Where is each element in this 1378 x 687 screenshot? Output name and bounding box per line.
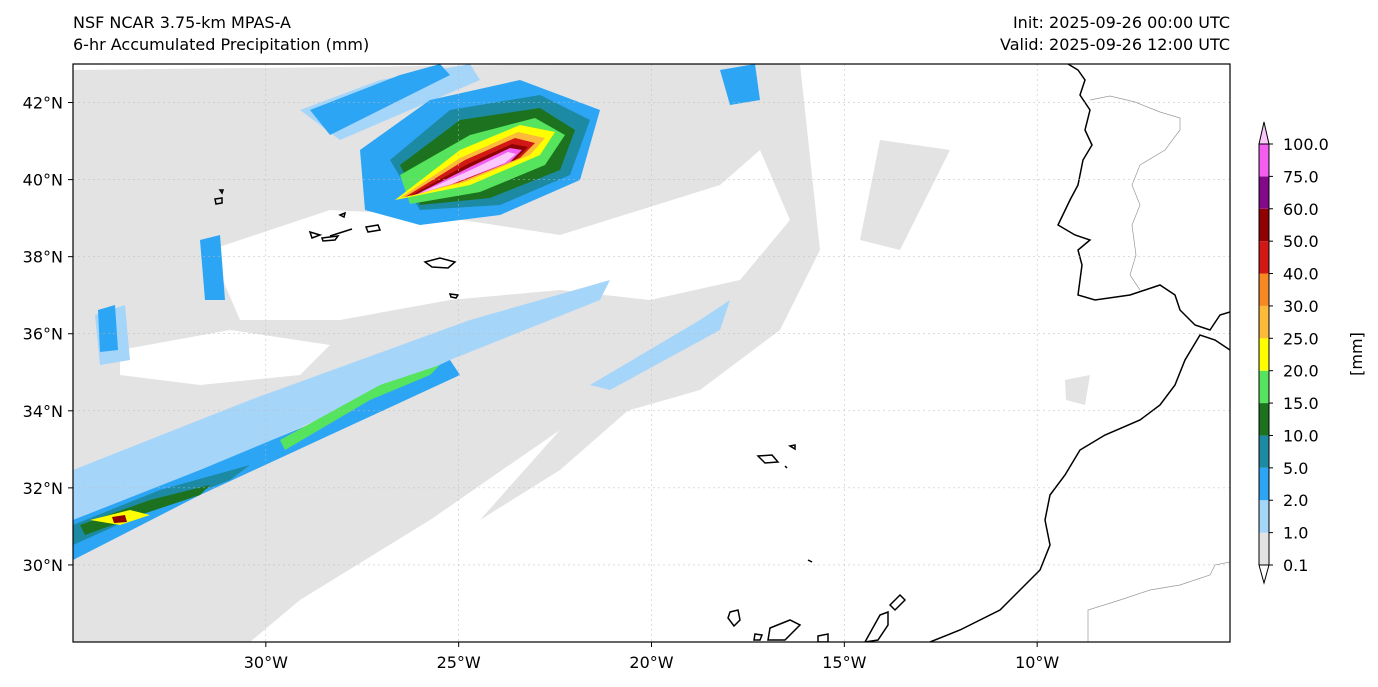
- colorbar-tick-label: 20.0: [1283, 362, 1319, 381]
- lon-ticks: 30°W 25°W 20°W 15°W 10°W: [244, 642, 1059, 672]
- colorbar-over-extension: [1258, 121, 1270, 145]
- colorbar-segment: [1259, 241, 1269, 274]
- init-time: Init: 2025-09-26 00:00 UTC: [1012, 13, 1230, 32]
- lat-tick-label: 32°N: [23, 479, 63, 498]
- colorbar-segment: [1259, 467, 1269, 501]
- colorbar-segment: [1259, 370, 1269, 404]
- title-left: NSF NCAR 3.75-km MPAS-A 6-hr Accumulated…: [73, 12, 369, 56]
- colorbar-tick-label: 50.0: [1283, 232, 1319, 251]
- lat-tick-label: 42°N: [23, 94, 63, 113]
- colorbar-tick-label: 2.0: [1283, 491, 1308, 510]
- colorbar-segment: [1259, 176, 1269, 209]
- colorbar-segment: [1259, 273, 1269, 306]
- colorbar-tick-label: 15.0: [1283, 394, 1319, 413]
- lon-tick-label: 25°W: [437, 653, 481, 672]
- valid-time: Valid: 2025-09-26 12:00 UTC: [999, 35, 1230, 54]
- colorbar-tick-label: 0.1: [1283, 556, 1308, 575]
- precip-heavy-core: [390, 95, 590, 210]
- field-title: 6-hr Accumulated Precipitation (mm): [73, 35, 370, 54]
- colorbar: 0.1 1.0 2.0 5.0 10.0 15.0 20.0 25.0 30.0 40.0 50.0…: [1258, 121, 1329, 585]
- colorbar-label: [mm]: [1347, 332, 1366, 376]
- colorbar-segment: [1259, 435, 1269, 468]
- colorbar-segment: [1259, 305, 1269, 339]
- lon-tick-label: 15°W: [822, 653, 866, 672]
- colorbar-tick-label: 30.0: [1283, 297, 1319, 316]
- precip-clear-areas: [120, 150, 790, 385]
- lat-tick-label: 36°N: [23, 325, 63, 344]
- model-title: NSF NCAR 3.75-km MPAS-A: [73, 13, 291, 32]
- colorbar-tick-label: 5.0: [1283, 459, 1308, 478]
- colorbar-tick-label: 1.0: [1283, 524, 1308, 543]
- lat-tick-label: 30°N: [23, 556, 63, 575]
- lon-tick-label: 20°W: [629, 653, 673, 672]
- gridlines: [73, 64, 1230, 642]
- colorbar-segment: [1259, 500, 1269, 533]
- colorbar-tick-label: 10.0: [1283, 426, 1319, 445]
- colorbar-tick-label: 100.0: [1283, 135, 1329, 154]
- colorbar-tick-label: 75.0: [1283, 167, 1319, 186]
- colorbar-segment: [1259, 403, 1269, 436]
- colorbar-tick-label: 40.0: [1283, 265, 1319, 284]
- colorbar-tick-label: 60.0: [1283, 200, 1319, 219]
- colorbar-under-extension: [1258, 564, 1270, 585]
- colorbar-segment: [1259, 532, 1269, 565]
- lat-tick-label: 38°N: [23, 248, 63, 267]
- colorbar-tick-label: 25.0: [1283, 329, 1319, 348]
- colorbar-segment: [1259, 338, 1269, 371]
- colorbar-segment: [1259, 208, 1269, 242]
- country-borders: [1087, 95, 1230, 642]
- lon-tick-label: 10°W: [1015, 653, 1059, 672]
- lon-tick-label: 30°W: [244, 653, 288, 672]
- colorbar-outline: [1258, 143, 1270, 566]
- map-area: [73, 64, 1230, 642]
- title-right: Init: 2025-09-26 00:00 UTC Valid: 2025-0…: [1000, 12, 1230, 56]
- precip-southern-band: [73, 365, 440, 545]
- lat-tick-label: 40°N: [23, 171, 63, 190]
- lat-ticks: 42°N 40°N 38°N 36°N 34°N 32°N 30°N: [23, 94, 73, 575]
- coastlines: [214, 64, 1230, 642]
- colorbar-segment: [1259, 144, 1269, 177]
- lat-tick-label: 34°N: [23, 402, 63, 421]
